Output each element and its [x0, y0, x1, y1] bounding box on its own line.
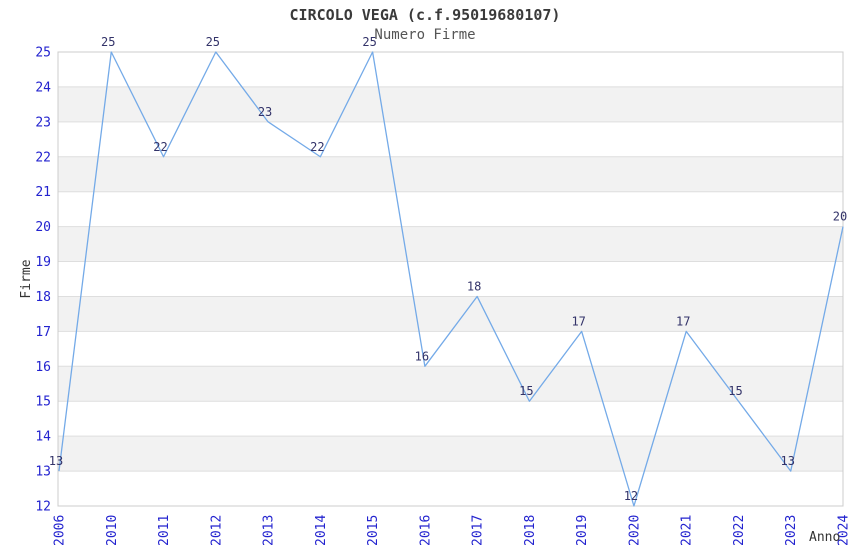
x-tick-label: 2006 — [53, 515, 68, 546]
x-tick-label: 2019 — [575, 515, 590, 546]
x-tick-label: 2013 — [262, 515, 277, 546]
x-tick-label: 2016 — [418, 515, 433, 546]
y-tick-label: 13 — [35, 465, 51, 480]
x-axis-title: Anno — [809, 530, 840, 545]
point-label: 17 — [571, 314, 585, 328]
grid-band — [58, 366, 843, 402]
grid-band — [58, 226, 843, 262]
y-tick-label: 12 — [35, 500, 51, 515]
point-label: 13 — [781, 454, 795, 468]
point-label: 18 — [467, 279, 481, 293]
point-label: 25 — [362, 35, 376, 49]
grid-band — [58, 156, 843, 192]
x-tick-label: 2022 — [732, 515, 747, 546]
y-tick-label: 17 — [35, 325, 51, 340]
y-axis-title: Firme — [19, 259, 34, 298]
x-tick-label: 2017 — [471, 515, 486, 546]
y-tick-label: 19 — [35, 255, 51, 270]
x-tick-label: 2015 — [366, 515, 381, 546]
y-tick-label: 20 — [35, 220, 51, 235]
y-tick-label: 25 — [35, 46, 51, 61]
y-tick-label: 14 — [35, 430, 51, 445]
x-tick-label: 2023 — [784, 515, 799, 546]
y-tick-label: 16 — [35, 360, 51, 375]
x-tick-label: 2014 — [314, 515, 329, 546]
y-tick-label: 18 — [35, 290, 51, 305]
point-label: 12 — [624, 489, 638, 503]
point-label: 15 — [728, 384, 742, 398]
series-line — [58, 51, 844, 507]
y-tick-label: 15 — [35, 395, 51, 410]
x-tick-label: 2024 — [837, 515, 850, 546]
x-tick-label: 2020 — [627, 515, 642, 546]
x-tick-label: 2011 — [157, 515, 172, 546]
x-tick-label: 2018 — [523, 515, 538, 546]
y-tick-label: 23 — [35, 115, 51, 130]
x-tick-label: 2021 — [680, 515, 695, 546]
x-tick-label: 2010 — [105, 515, 120, 546]
y-tick-label: 24 — [35, 80, 51, 95]
chart-subtitle: Numero Firme — [374, 27, 476, 43]
point-label: 20 — [833, 210, 847, 224]
point-label: 25 — [101, 35, 115, 49]
x-tick-label: 2012 — [209, 515, 224, 546]
point-label: 25 — [206, 35, 220, 49]
y-tick-label: 22 — [35, 150, 51, 165]
point-label: 15 — [519, 384, 533, 398]
point-label: 13 — [49, 454, 63, 468]
point-label: 23 — [258, 105, 272, 119]
grid-band — [58, 296, 843, 332]
grid-band — [58, 86, 843, 122]
grid-band — [58, 436, 843, 472]
point-label: 22 — [153, 140, 167, 154]
chart-title: CIRCOLO VEGA (c.f.95019680107) — [289, 6, 561, 24]
point-label: 17 — [676, 314, 690, 328]
point-label: 16 — [415, 349, 429, 363]
point-label: 22 — [310, 140, 324, 154]
plot-border — [57, 51, 844, 507]
y-tick-label: 21 — [35, 185, 51, 200]
